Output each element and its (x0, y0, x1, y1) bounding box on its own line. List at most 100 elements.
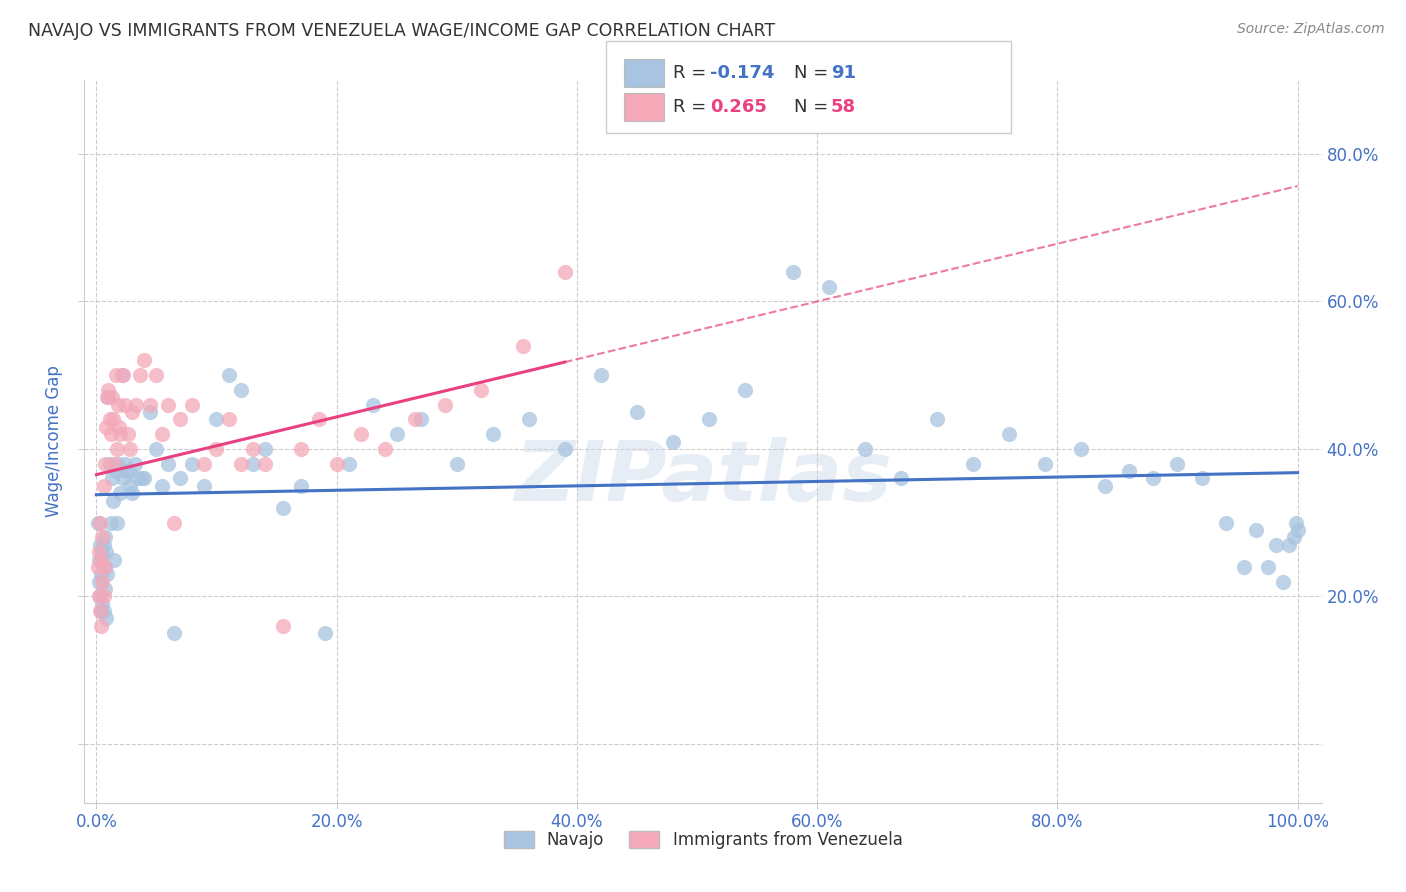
Point (86, 516, 108, 530)
Point (325, 457, 347, 471)
Point (145, 442, 167, 456)
Text: ZIPatlas: ZIPatlas (515, 437, 891, 518)
Point (205, 442, 228, 456)
Text: 58: 58 (831, 98, 856, 116)
Point (90, 567, 112, 582)
Point (554, 265, 576, 279)
Point (114, 457, 136, 471)
Point (1282, 530, 1305, 544)
Point (253, 457, 276, 471)
Point (87, 574, 110, 589)
Point (100, 427, 122, 442)
Point (1272, 574, 1295, 589)
Point (1166, 457, 1188, 471)
Point (124, 457, 146, 471)
Point (433, 398, 456, 412)
Point (512, 339, 534, 353)
Point (626, 405, 648, 419)
Point (101, 390, 124, 404)
Point (152, 427, 174, 442)
Point (481, 427, 503, 442)
Point (91, 530, 114, 544)
Point (205, 412, 228, 426)
Point (89, 590, 111, 604)
Point (127, 471, 149, 485)
Point (93, 538, 115, 552)
Point (1232, 560, 1254, 574)
Point (94, 560, 117, 574)
Point (105, 442, 128, 456)
Y-axis label: Wage/Income Gap: Wage/Income Gap (45, 366, 63, 517)
Point (229, 457, 252, 471)
Point (87, 545, 110, 559)
Point (110, 368, 132, 383)
Point (103, 457, 125, 471)
Point (139, 398, 162, 412)
Point (181, 457, 204, 471)
Point (962, 457, 984, 471)
Point (96, 390, 118, 404)
Point (409, 412, 432, 426)
Point (121, 486, 143, 500)
Point (1070, 442, 1092, 456)
Point (242, 457, 264, 471)
Point (91, 574, 114, 589)
Point (152, 479, 174, 493)
Point (97, 383, 120, 397)
Point (554, 442, 576, 456)
Point (374, 442, 396, 456)
Point (1285, 516, 1308, 530)
Point (105, 516, 128, 530)
Point (134, 353, 156, 368)
Point (139, 405, 162, 419)
Point (90, 552, 112, 566)
Point (853, 442, 876, 456)
Point (89, 538, 111, 552)
Point (229, 383, 252, 397)
Point (818, 279, 841, 293)
Point (181, 398, 204, 412)
Point (89, 516, 111, 530)
Point (1286, 523, 1309, 537)
Point (193, 479, 215, 493)
Point (94, 545, 117, 559)
Point (218, 368, 240, 383)
Point (350, 427, 373, 442)
Point (117, 427, 139, 442)
Point (121, 405, 143, 419)
Point (118, 442, 141, 456)
Point (110, 427, 132, 442)
Point (1094, 479, 1116, 493)
Point (385, 427, 408, 442)
Point (1257, 560, 1279, 574)
Point (111, 471, 134, 485)
Point (114, 398, 136, 412)
Point (193, 457, 215, 471)
Point (998, 427, 1021, 442)
Point (271, 500, 294, 515)
Point (97, 390, 120, 404)
Point (890, 471, 912, 485)
Point (103, 493, 125, 508)
Point (734, 383, 756, 397)
Text: N =: N = (794, 64, 834, 82)
Point (131, 471, 153, 485)
Point (314, 626, 336, 640)
Point (404, 412, 426, 426)
Point (242, 442, 264, 456)
Point (446, 457, 468, 471)
Point (96, 567, 118, 582)
Point (94, 530, 117, 544)
Point (93, 479, 115, 493)
Point (157, 457, 180, 471)
Point (125, 398, 148, 412)
Point (115, 464, 138, 478)
Point (1244, 523, 1267, 537)
Point (90, 604, 112, 618)
Point (1033, 457, 1056, 471)
Point (118, 479, 141, 493)
Point (1215, 516, 1237, 530)
Point (145, 368, 167, 383)
Point (87, 590, 110, 604)
Point (697, 412, 720, 426)
